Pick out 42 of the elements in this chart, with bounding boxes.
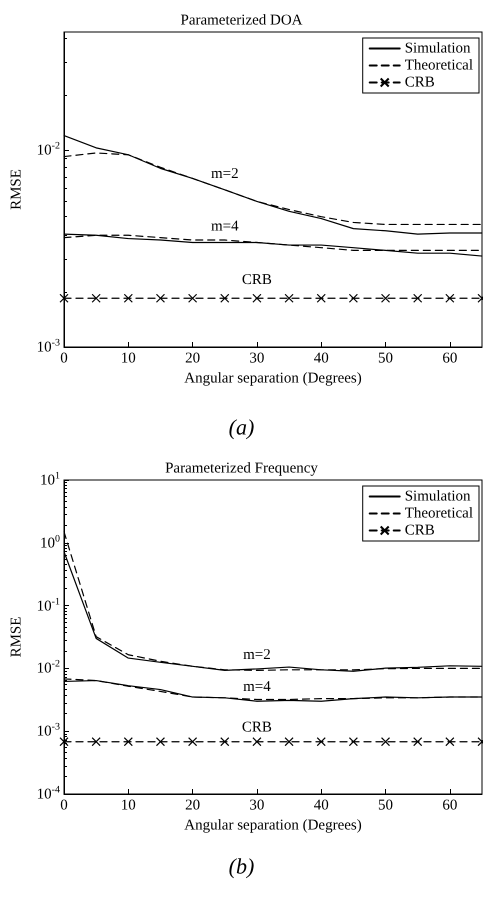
y-tick-label: 10$^{-2}$: [36, 658, 60, 677]
x-axis-title: Angular separation (Degrees): [184, 370, 362, 386]
annotation: m=4: [210, 218, 240, 234]
x-tick-label: 50: [378, 350, 394, 366]
y-axis-title: RMSE: [8, 169, 24, 210]
legend-label: Theoretical: [404, 506, 474, 522]
x-tick-label: 0: [60, 350, 68, 366]
annotation: m=2: [210, 166, 239, 182]
chart-title: Parameterized DOA: [180, 12, 303, 28]
text: (b): [228, 854, 254, 878]
x-axis-title: Angular separation (Degrees): [184, 817, 362, 834]
annotation: m=4: [243, 679, 272, 696]
y-tick-label: 10$^{-3}$: [36, 338, 60, 356]
annotation: CRB: [242, 272, 272, 288]
text: (a): [228, 414, 254, 440]
legend-label: CRB: [404, 74, 435, 90]
x-tick-label: 10: [120, 798, 136, 814]
y-tick-label: 10$^{-2}$: [36, 140, 60, 159]
y-tick-label: 10$^{-1}$: [36, 596, 60, 614]
x-tick-label: 20: [185, 798, 200, 814]
legend-label: Simulation: [404, 40, 472, 56]
x-tick-label: 60: [442, 798, 458, 814]
legend-label: CRB: [404, 522, 435, 538]
y-tick-label: 10$^{-4}$: [36, 784, 60, 802]
annotation: CRB: [242, 720, 272, 736]
y-tick-label: 10$^{-3}$: [36, 722, 60, 740]
x-tick-label: 30: [249, 350, 264, 366]
x-tick-label: 10: [120, 350, 136, 366]
x-tick-label: 40: [314, 350, 329, 366]
x-tick-label: 30: [249, 798, 264, 814]
annotation: m=2: [243, 646, 271, 663]
x-tick-label: 60: [442, 350, 458, 366]
y-tick-label: 10$^{1}$: [40, 470, 60, 488]
y-tick-label: 10$^{0}$: [40, 533, 60, 552]
legend-label: Simulation: [404, 488, 472, 504]
legend-label: Theoretical: [404, 58, 474, 74]
chart-title: Parameterized Frequency: [165, 460, 318, 476]
x-tick-label: 0: [60, 798, 68, 814]
x-tick-label: 20: [185, 350, 200, 366]
x-tick-label: 40: [314, 798, 329, 814]
y-axis-title: RMSE: [8, 616, 24, 658]
x-tick-label: 50: [378, 798, 394, 814]
